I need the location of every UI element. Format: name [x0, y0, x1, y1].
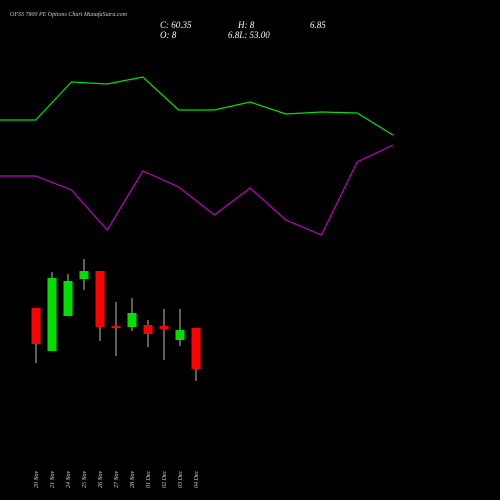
x-tick-label: 24 Nov [65, 470, 72, 488]
x-tick-label: 28 Nov [130, 470, 136, 488]
header-high: H: 8 [237, 20, 255, 30]
x-tick-label: 25 Nov [82, 470, 88, 488]
chart-title: OFSS 7800 PE Options Chart MunafaSutra.c… [10, 11, 128, 18]
x-tick-label: 26 Nov [98, 470, 104, 488]
x-tick-label: 03 Dec [178, 471, 184, 488]
indicator-line [0, 76, 394, 136]
candle-body [143, 325, 153, 334]
candle-body [47, 278, 57, 351]
candle-body [111, 326, 121, 328]
x-tick-label: 04 Dec [193, 471, 200, 488]
header-low: 6.8L: 53.00 [228, 30, 270, 40]
x-tick-label: 27 Nov [114, 470, 120, 488]
header-close: C: 60.35 [160, 20, 192, 30]
candle-body [31, 308, 41, 344]
x-tick-label: 01 Dec [146, 471, 152, 488]
candle-body [159, 326, 169, 329]
x-tick-label: 21 Nov [50, 470, 56, 488]
candle-body [95, 271, 105, 327]
x-tick-label: 20 Nov [34, 470, 40, 488]
indicator-line [0, 144, 394, 236]
candle-body [63, 281, 73, 316]
x-tick-label: 02 Dec [162, 471, 168, 488]
candle-body [127, 313, 137, 327]
candle-body [79, 271, 89, 279]
candle-body [191, 328, 201, 369]
header-value: 6.85 [310, 20, 326, 30]
candle-body [175, 330, 185, 340]
header-open: O: 8 [160, 30, 177, 40]
